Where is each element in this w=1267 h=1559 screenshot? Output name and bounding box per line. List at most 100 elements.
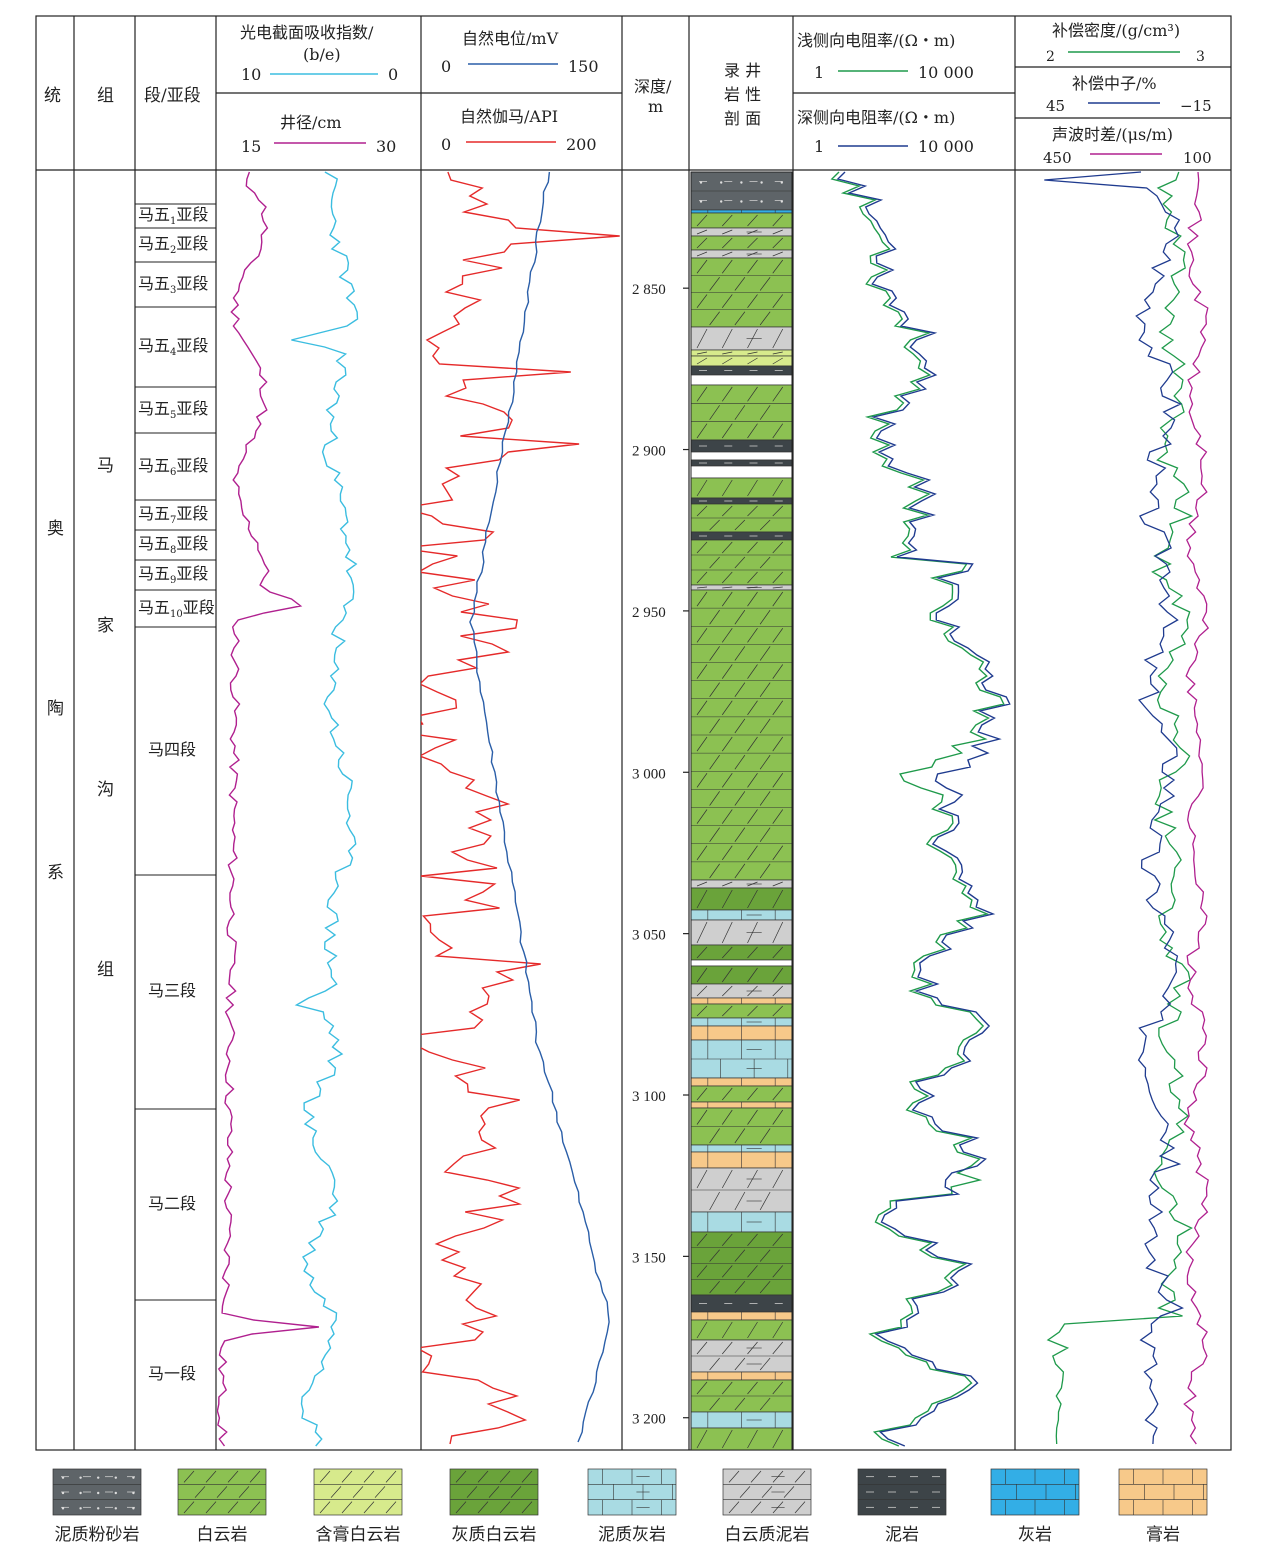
segment-label: 马五1亚段: [138, 206, 208, 231]
sp-curve: [469, 171, 610, 1443]
ac-scale-min: 450: [1043, 149, 1072, 167]
segment-index: 10: [170, 608, 183, 620]
group-char-3: 沟: [97, 780, 114, 800]
lithology-column: [690, 171, 793, 1451]
segment-name: 马四段: [148, 740, 197, 759]
group-char-1: 马: [97, 456, 114, 476]
grid-frame: [35, 15, 1232, 1451]
sp-scale-min: 0: [441, 57, 452, 76]
depth-tick-label: 3 050: [632, 928, 666, 944]
litho-layer: [690, 1003, 793, 1019]
pe-title-line1: 光电截面吸收指数/: [240, 23, 374, 42]
cal-scale-min: 15: [241, 137, 262, 156]
legend-item: 泥质粉砂岩: [47, 1468, 147, 1545]
pe-scale-max: 0: [388, 65, 399, 84]
segment-index: 8: [170, 545, 177, 557]
legend-swatch: [990, 1468, 1080, 1516]
litho-layer: [690, 919, 793, 946]
legend-item: 含膏白云岩: [308, 1468, 408, 1545]
rs-title: 浅侧向电阻率/(Ω・m): [797, 31, 956, 50]
legend-label: 灰质白云岩: [451, 1525, 537, 1545]
legend-swatch: [722, 1468, 812, 1516]
segment-label: 马五3亚段: [138, 273, 208, 300]
segment-name: 马五: [138, 504, 171, 523]
deep-resistivity-curve: [836, 171, 1011, 1447]
depth-tick-label: 3 000: [632, 766, 666, 782]
segment-label: 马五5亚段: [138, 400, 208, 425]
segment-index: 3: [170, 284, 177, 296]
depth-tick-label: 3 100: [632, 1089, 666, 1105]
gr-title: 自然伽马/API: [460, 107, 559, 126]
litho-layer: [690, 959, 793, 967]
legend-swatch: [857, 1468, 947, 1516]
depth-tick-label: 3 200: [632, 1412, 666, 1428]
legend-swatch: [177, 1468, 267, 1516]
segment-label: 马五6亚段: [138, 455, 209, 482]
litho-title-line3: 剖 面: [724, 109, 762, 128]
segment-label: 马五9亚段: [138, 565, 208, 590]
header-line-samples: [270, 51, 1180, 155]
rs-scale-min: 1: [814, 63, 825, 82]
legend-swatch: [449, 1468, 539, 1516]
depth-axis: 2 850 2 900 2 950 3 000 3 050 3 100 3 150 3 200: [632, 282, 689, 1428]
segment-suffix: 亚段: [176, 399, 209, 418]
segment-suffix: 亚段: [176, 534, 209, 553]
legend-item: 白云岩: [172, 1468, 272, 1545]
ac-scale-max: 100: [1183, 149, 1212, 167]
legend-item: 泥岩: [852, 1468, 952, 1545]
density-curve: [1046, 171, 1194, 1445]
litho-layer: [690, 212, 793, 229]
segment-index: 1: [170, 216, 177, 228]
neutron-curve: [1044, 171, 1185, 1445]
group-char-4: 组: [97, 960, 114, 980]
legend-swatch: [313, 1468, 403, 1516]
header-system: 统: [44, 86, 61, 106]
segment-index: 4: [170, 347, 177, 359]
system-char-1: 奥: [47, 519, 64, 539]
depth-title-line1: 深度/: [634, 77, 672, 96]
segment-label: 马五8亚段: [138, 535, 208, 560]
litho-layer: [690, 451, 793, 461]
gr-scale-min: 0: [441, 135, 452, 154]
header-group: 组: [97, 86, 114, 106]
depth-tick-label: 2 900: [632, 444, 666, 460]
rs-scale-max: 10 000: [918, 63, 974, 82]
litho-layer: [690, 355, 793, 367]
legend-label: 白云岩: [196, 1525, 248, 1545]
segment-name: 马五: [138, 564, 171, 583]
segment-name: 马三段: [148, 981, 197, 1000]
litho-title-line1: 录 井: [724, 61, 762, 80]
segment-name: 马五: [138, 234, 171, 253]
segment-name: 马一段: [148, 1364, 197, 1383]
pe-title-line2: (b/e): [303, 45, 341, 64]
sp-title: 自然电位/mV: [462, 29, 559, 48]
segment-suffix: 亚段: [182, 597, 215, 617]
litho-layer: [690, 983, 793, 999]
segment-suffix: 亚段: [176, 336, 209, 355]
segment-label: 马五4亚段: [138, 337, 208, 362]
litho-layer: [690, 944, 793, 961]
legend-label: 含膏白云岩: [315, 1525, 401, 1545]
rd-title: 深侧向电阻率/(Ω・m): [797, 108, 956, 127]
segment-name: 马五: [138, 273, 171, 293]
sp-scale-max: 150: [568, 57, 599, 76]
segment-suffix: 亚段: [176, 564, 209, 583]
legend-item: 白云质泥岩: [717, 1468, 817, 1545]
group-char-2: 家: [97, 616, 114, 636]
rd-scale-min: 1: [814, 137, 825, 156]
pe-scale-min: 10: [241, 65, 262, 84]
segment-label: 马三段: [148, 982, 196, 1000]
segment-name: 马五: [138, 336, 171, 355]
den-scale-max: 3: [1196, 49, 1205, 65]
segment-label: 马一段: [148, 1365, 196, 1383]
depth-title-line2: m: [648, 97, 664, 116]
legend-swatch: [587, 1468, 677, 1516]
segment-index: 6: [170, 466, 177, 478]
sonic-curve: [1183, 171, 1210, 1445]
caliper-curve: [217, 171, 319, 1447]
segment-label: 马五7亚段: [138, 505, 208, 530]
segment-label: 马五10亚段: [138, 597, 215, 624]
segment-suffix: 亚段: [176, 455, 209, 475]
den-scale-min: 2: [1046, 49, 1055, 65]
